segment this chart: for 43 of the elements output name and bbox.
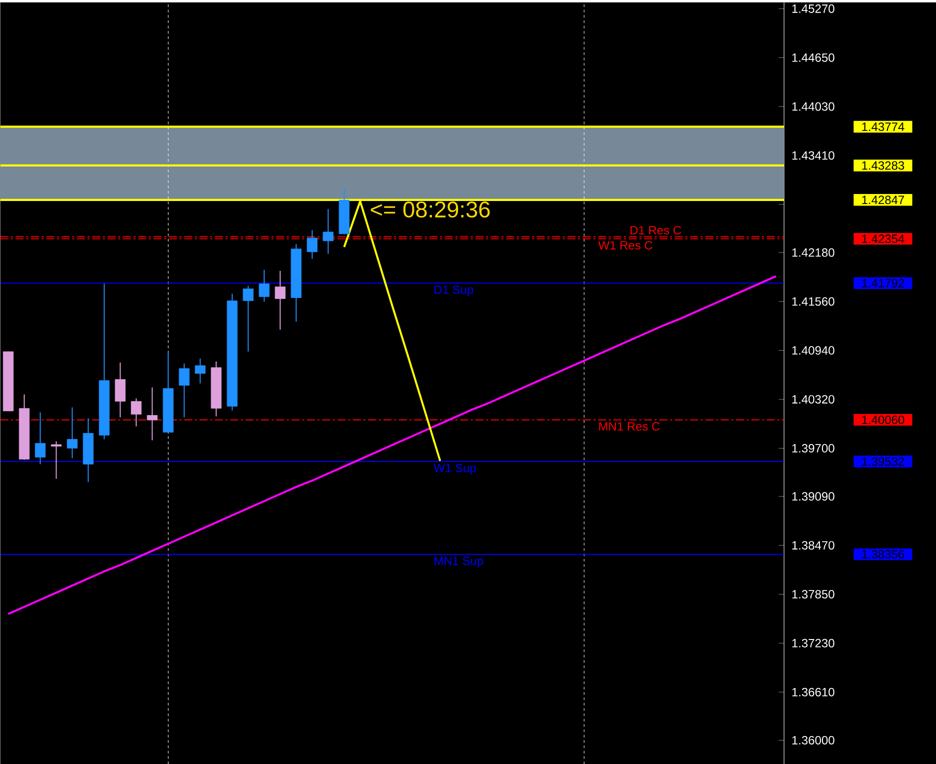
candlestick	[130, 398, 142, 427]
y-tick-label: 1.37230	[792, 638, 834, 648]
text: 1.43283	[862, 161, 904, 170]
text: 1.38356	[862, 550, 904, 558]
ref-line-label: W1 Res C	[598, 240, 652, 250]
annotation: <= 08:29:36	[370, 201, 490, 218]
candlestick	[66, 406, 78, 458]
candlestick	[194, 358, 206, 384]
y-tick-label: 1.40320	[792, 394, 834, 404]
y-tick-label: 1.43410	[792, 151, 834, 160]
y-tick-label: 1.39090	[792, 492, 834, 500]
text: 1.42354	[862, 234, 904, 243]
candlestick	[242, 285, 254, 352]
y-tick-label: 1.45270	[792, 4, 834, 13]
y-tick-label: 1.37850	[792, 590, 834, 598]
y-tick-label: 1.41560	[792, 297, 834, 306]
y-tick-label: 1.36000	[792, 736, 834, 744]
y-tick-label: 1.40940	[792, 346, 834, 354]
candlestick	[322, 208, 334, 254]
ref-line-label: MN1 Sup	[434, 556, 484, 568]
ref-line-label: MN1 Res C	[599, 422, 660, 430]
y-tick-label: 1.44650	[792, 53, 834, 62]
text: 1.39532	[862, 457, 904, 466]
y-tick-label: 1.38470	[792, 540, 834, 550]
ref-line-label: D1 Sup	[434, 285, 474, 296]
candlestick	[178, 362, 190, 418]
text: 1.41792	[862, 278, 904, 288]
y-tick-label: 1.36610	[792, 688, 834, 696]
text: 1.40060	[862, 415, 904, 424]
ref-line-label: D1 Res C	[630, 226, 682, 234]
text: 1.42847	[862, 195, 904, 204]
ref-line-label: W1 Sup	[434, 464, 476, 474]
candlestick	[306, 229, 318, 260]
candlestick	[34, 412, 46, 464]
y-tick-label: 1.42180	[792, 248, 834, 257]
candlestick	[114, 362, 126, 418]
y-tick-label: 1.44030	[792, 102, 834, 111]
candlestick	[50, 440, 62, 480]
candlestick	[274, 270, 286, 330]
candlestick	[258, 269, 270, 302]
candlestick	[146, 386, 158, 441]
text: 1.43774	[862, 122, 904, 131]
y-tick-label: 1.39700	[792, 444, 834, 452]
